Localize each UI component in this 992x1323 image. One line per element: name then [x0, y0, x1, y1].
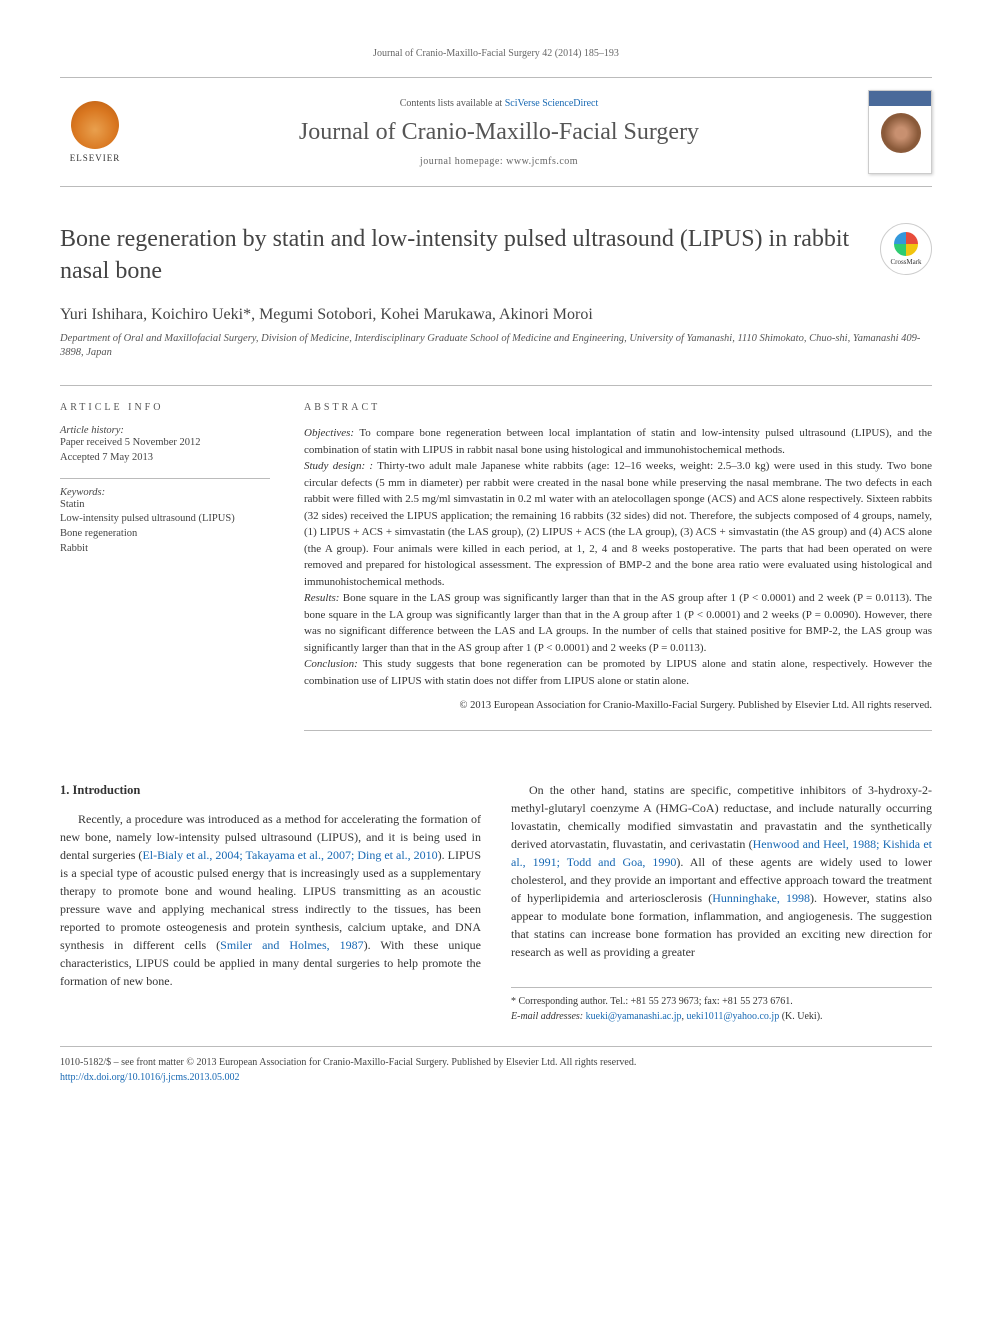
intro-p1b: ). LIPUS is a special type of acoustic p…: [60, 848, 481, 952]
article-body: 1. Introduction Recently, a procedure wa…: [60, 781, 932, 1024]
homepage-line: journal homepage: www.jcmfs.com: [144, 156, 854, 167]
article-info-heading: ARTICLE INFO: [60, 402, 270, 413]
crossmark-icon: [894, 232, 918, 256]
results-text: Bone square in the LAS group was signifi…: [304, 592, 932, 654]
sciencedirect-link[interactable]: SciVerse ScienceDirect: [505, 98, 599, 109]
authors-line: Yuri Ishihara, Koichiro Ueki*, Megumi So…: [60, 306, 932, 324]
conclusion-label: Conclusion:: [304, 658, 358, 670]
article-history-head: Article history:: [60, 425, 270, 436]
page-footer: 1010-5182/$ – see front matter © 2013 Eu…: [60, 1046, 932, 1085]
elsevier-tree-icon: [71, 101, 119, 149]
results-label: Results:: [304, 592, 339, 604]
running-header: Journal of Cranio-Maxillo-Facial Surgery…: [60, 48, 932, 59]
ref-smiler[interactable]: Smiler and Holmes, 1987: [220, 938, 363, 952]
corresponding-emails: E-mail addresses: kueki@yamanashi.ac.jp,…: [511, 1009, 932, 1024]
design-label: Study design: :: [304, 460, 373, 472]
abstract-heading: ABSTRACT: [304, 402, 932, 413]
ref-hunninghake[interactable]: Hunninghake, 1998: [712, 891, 810, 905]
abstract-body: Objectives: To compare bone regeneration…: [304, 425, 932, 689]
crossmark-badge[interactable]: CrossMark: [880, 223, 932, 275]
journal-cover-thumbnail: [868, 90, 932, 174]
email-label: E-mail addresses:: [511, 1011, 586, 1022]
design-text: Thirty-two adult male Japanese white rab…: [304, 460, 932, 588]
article-history-body: Paper received 5 November 2012 Accepted …: [60, 436, 270, 465]
corr-email1[interactable]: kueki@yamanashi.ac.jp: [586, 1011, 682, 1022]
issn-line: 1010-5182/$ – see front matter © 2013 Eu…: [60, 1055, 932, 1070]
journal-name: Journal of Cranio-Maxillo-Facial Surgery: [144, 119, 854, 146]
masthead: ELSEVIER Contents lists available at Sci…: [60, 77, 932, 187]
keywords-body: Statin Low-intensity pulsed ultrasound (…: [60, 498, 270, 557]
email-suffix: (K. Ueki).: [779, 1011, 822, 1022]
homepage-prefix: journal homepage:: [420, 156, 506, 167]
masthead-center: Contents lists available at SciVerse Sci…: [144, 98, 854, 167]
contents-prefix: Contents lists available at: [400, 98, 505, 109]
contents-line: Contents lists available at SciVerse Sci…: [144, 98, 854, 109]
crossmark-label: CrossMark: [890, 258, 921, 266]
affiliation: Department of Oral and Maxillofacial Sur…: [60, 332, 932, 361]
keywords-head: Keywords:: [60, 478, 270, 498]
abstract-column: ABSTRACT Objectives: To compare bone reg…: [304, 386, 932, 731]
article-title: Bone regeneration by statin and low-inte…: [60, 223, 860, 288]
elsevier-logo: ELSEVIER: [60, 93, 130, 171]
homepage-url[interactable]: www.jcmfs.com: [506, 156, 578, 167]
objectives-label: Objectives:: [304, 427, 354, 439]
corr-email2[interactable]: ueki1011@yahoo.co.jp: [686, 1011, 779, 1022]
conclusion-text: This study suggests that bone regenerati…: [304, 658, 932, 687]
corresponding-author-block: * Corresponding author. Tel.: +81 55 273…: [511, 987, 932, 1024]
doi-link[interactable]: http://dx.doi.org/10.1016/j.jcms.2013.05…: [60, 1072, 240, 1083]
abstract-copyright: © 2013 European Association for Cranio-M…: [304, 699, 932, 714]
article-info-column: ARTICLE INFO Article history: Paper rece…: [60, 386, 270, 731]
elsevier-label: ELSEVIER: [70, 153, 121, 163]
intro-p1: Recently, a procedure was introduced as …: [60, 810, 481, 990]
corresponding-line1: * Corresponding author. Tel.: +81 55 273…: [511, 994, 932, 1009]
intro-heading: 1. Introduction: [60, 781, 481, 800]
intro-p2: On the other hand, statins are specific,…: [511, 781, 932, 961]
objectives-text: To compare bone regeneration between loc…: [304, 427, 932, 456]
ref-elbialy[interactable]: El-Bialy et al., 2004; Takayama et al., …: [142, 848, 437, 862]
